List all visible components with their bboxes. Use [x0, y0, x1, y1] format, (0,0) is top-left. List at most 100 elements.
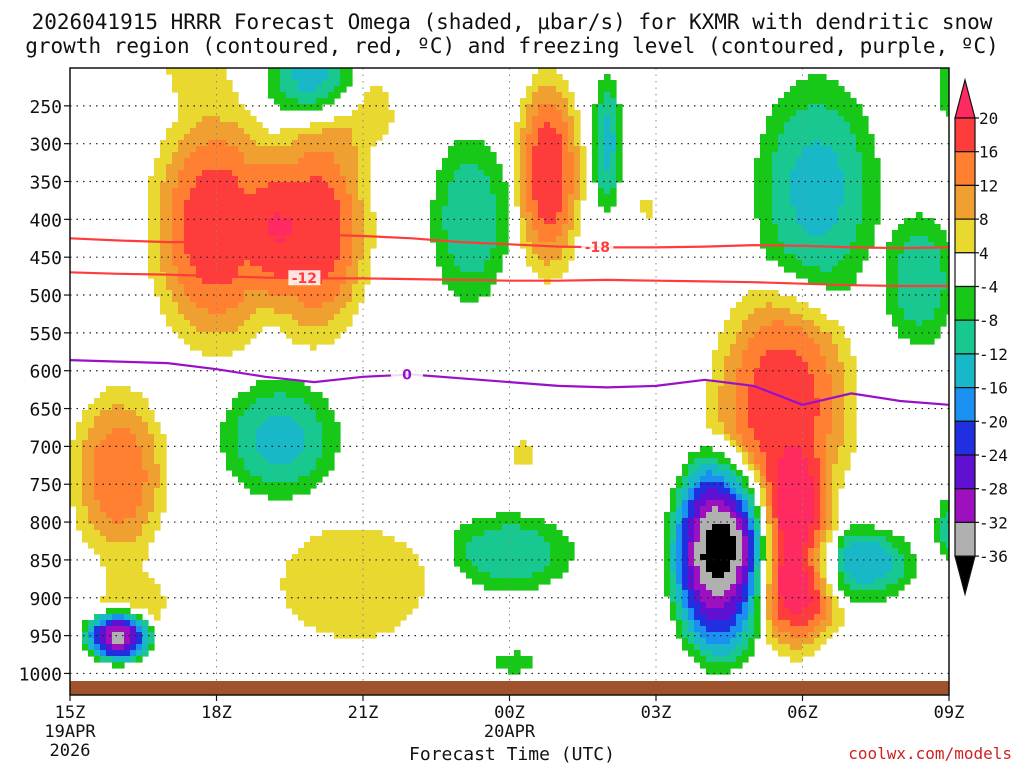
omega-cell	[244, 140, 251, 147]
omega-cell	[466, 158, 473, 165]
omega-cell	[688, 518, 695, 525]
omega-cell	[490, 260, 497, 267]
omega-cell	[946, 284, 949, 291]
omega-cell	[280, 140, 287, 147]
omega-cell	[826, 422, 833, 429]
omega-cell	[736, 548, 743, 555]
omega-cell	[832, 386, 839, 393]
omega-cell	[280, 218, 287, 225]
omega-cell	[232, 428, 239, 435]
omega-cell	[820, 500, 827, 507]
omega-cell	[274, 446, 281, 453]
omega-cell	[742, 380, 749, 387]
omega-cell	[928, 278, 935, 285]
omega-cell	[112, 428, 119, 435]
omega-cell	[736, 542, 743, 549]
omega-cell	[196, 164, 203, 171]
omega-cell	[802, 326, 809, 333]
omega-cell	[322, 314, 329, 321]
omega-cell	[808, 350, 815, 357]
omega-cell	[784, 314, 791, 321]
omega-cell	[670, 542, 677, 549]
omega-cell	[724, 350, 731, 357]
omega-cell	[760, 140, 767, 147]
omega-cell	[604, 182, 611, 189]
omega-cell	[280, 260, 287, 267]
omega-cell	[238, 194, 245, 201]
omega-cell	[334, 260, 341, 267]
omega-cell	[466, 146, 473, 153]
omega-cell	[232, 200, 239, 207]
omega-cell	[208, 158, 215, 165]
omega-cell	[364, 272, 371, 279]
omega-cell	[832, 446, 839, 453]
omega-cell	[202, 200, 209, 207]
omega-cell	[790, 104, 797, 111]
omega-cell	[784, 128, 791, 135]
omega-cell	[328, 248, 335, 255]
omega-cell	[262, 272, 269, 279]
omega-cell	[802, 362, 809, 369]
omega-cell	[274, 68, 281, 75]
omega-cell	[550, 92, 557, 99]
omega-cell	[814, 368, 821, 375]
omega-cell	[292, 140, 299, 147]
omega-cell	[292, 308, 299, 315]
omega-cell	[520, 518, 527, 525]
omega-cell	[262, 482, 269, 489]
omega-cell	[802, 428, 809, 435]
omega-cell	[736, 392, 743, 399]
omega-cell	[316, 446, 323, 453]
omega-cell	[244, 200, 251, 207]
omega-cell	[214, 80, 221, 87]
omega-cell	[850, 134, 857, 141]
omega-cell	[262, 452, 269, 459]
omega-cell	[298, 476, 305, 483]
omega-cell	[274, 494, 281, 501]
omega-cell	[922, 272, 929, 279]
omega-cell	[310, 548, 317, 555]
omega-cell	[226, 434, 233, 441]
omega-cell	[310, 122, 317, 129]
omega-cell	[160, 260, 167, 267]
omega-cell	[124, 416, 131, 423]
omega-cell	[226, 266, 233, 273]
omega-cell	[508, 512, 515, 519]
omega-cell	[562, 104, 569, 111]
omega-cell	[790, 92, 797, 99]
omega-cell	[676, 536, 683, 543]
omega-cell	[760, 452, 767, 459]
omega-cell	[766, 542, 773, 549]
omega-cell	[454, 152, 461, 159]
omega-cell	[748, 296, 755, 303]
omega-cell	[802, 518, 809, 525]
omega-cell	[832, 170, 839, 177]
omega-cell	[472, 248, 479, 255]
omega-cell	[742, 386, 749, 393]
omega-cell	[844, 266, 851, 273]
omega-cell	[220, 242, 227, 249]
omega-cell	[790, 98, 797, 105]
omega-cell	[340, 284, 347, 291]
omega-cell	[460, 542, 467, 549]
omega-cell	[280, 398, 287, 405]
omega-cell	[712, 494, 719, 501]
omega-cell	[682, 482, 689, 489]
omega-cell	[616, 134, 623, 141]
omega-cell	[772, 332, 779, 339]
omega-cell	[802, 398, 809, 405]
omega-cell	[508, 518, 515, 525]
omega-cell	[886, 260, 893, 267]
omega-cell	[790, 482, 797, 489]
omega-cell	[826, 224, 833, 231]
omega-cell	[790, 518, 797, 525]
omega-cell	[844, 416, 851, 423]
omega-cell	[910, 230, 917, 237]
omega-cell	[394, 542, 401, 549]
omega-cell	[304, 140, 311, 147]
omega-cell	[736, 332, 743, 339]
omega-cell	[310, 392, 317, 399]
omega-cell	[280, 146, 287, 153]
omega-cell	[544, 206, 551, 213]
omega-cell	[244, 326, 251, 333]
